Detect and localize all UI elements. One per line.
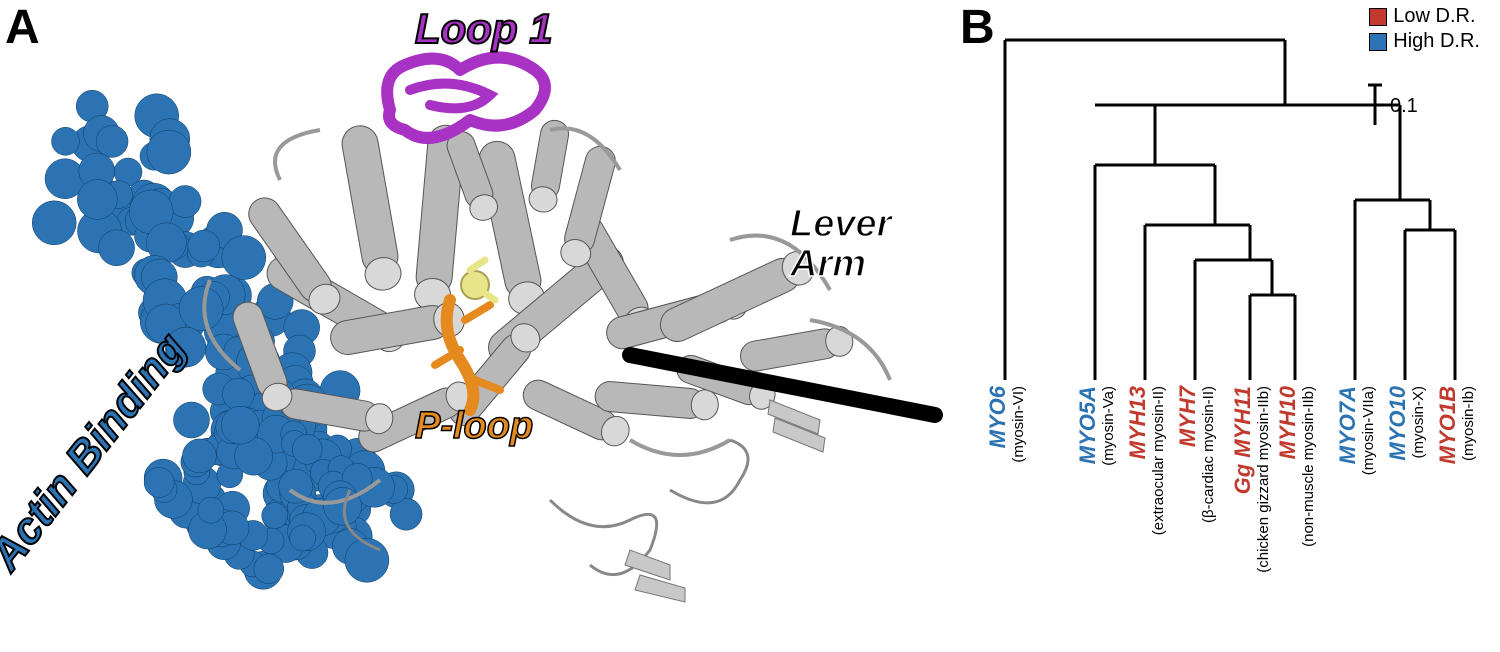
- legend-low-swatch: [1369, 8, 1387, 26]
- svg-text:MYO1B: MYO1B: [1435, 386, 1460, 464]
- scale-value: 0.1: [1390, 95, 1418, 117]
- svg-text:MYH7: MYH7: [1175, 384, 1200, 447]
- phylogenetic-tree: 0.1 MYO6 (myosin-VI) MYO5A (myosin-Va): [960, 0, 1500, 647]
- svg-text:MYH13: MYH13: [1125, 386, 1150, 459]
- beta-sheets: [625, 400, 825, 602]
- svg-text:MYO7A: MYO7A: [1335, 386, 1360, 464]
- legend-high: High D.R.: [1369, 30, 1480, 53]
- svg-text:(extraocular myosin-II): (extraocular myosin-II): [1150, 386, 1167, 535]
- svg-text:(chicken gizzard myosin-IIb): (chicken gizzard myosin-IIb): [1255, 386, 1272, 573]
- panel-a: A: [0, 0, 960, 647]
- panel-b-label: B: [960, 0, 995, 55]
- svg-text:Gg MYH11: Gg MYH11: [1230, 386, 1255, 494]
- leaf-labels: MYO6 (myosin-VI) MYO5A (myosin-Va) MYH13: [985, 384, 1477, 572]
- panel-b: B Low D.R. High D.R. 0.1 MYO6 (myosin-VI…: [960, 0, 1500, 647]
- tree-branches: [1005, 40, 1455, 380]
- svg-text:(myosin-Ib): (myosin-Ib): [1460, 386, 1477, 461]
- svg-text:MYO5A: MYO5A: [1075, 386, 1100, 464]
- legend-high-swatch: [1369, 33, 1387, 51]
- scale-bar: 0.1: [1368, 85, 1418, 125]
- svg-text:MYH10: MYH10: [1275, 385, 1300, 459]
- loop1-label: Loop 1: [415, 5, 553, 53]
- svg-text:(β-cardiac myosin-II): (β-cardiac myosin-II): [1200, 386, 1217, 523]
- loop1-structure: [387, 58, 545, 139]
- svg-text:(myosin-X): (myosin-X): [1410, 386, 1427, 459]
- svg-text:(myosin-VIIa): (myosin-VIIa): [1360, 386, 1377, 475]
- svg-text:MYO6: MYO6: [985, 385, 1010, 448]
- lever-arm-label: LeverArm: [790, 205, 891, 285]
- legend-low: Low D.R.: [1369, 5, 1480, 28]
- svg-text:(non-muscle myosin-IIb): (non-muscle myosin-IIb): [1300, 386, 1317, 547]
- svg-text:(myosin-VI): (myosin-VI): [1010, 386, 1027, 463]
- legend-low-label: Low D.R.: [1393, 5, 1475, 28]
- svg-text:MYO10: MYO10: [1385, 385, 1410, 460]
- svg-text:(myosin-Va): (myosin-Va): [1100, 386, 1117, 466]
- ploop-label: P-loop: [415, 405, 533, 448]
- legend-high-label: High D.R.: [1393, 30, 1480, 53]
- legend: Low D.R. High D.R.: [1369, 5, 1480, 55]
